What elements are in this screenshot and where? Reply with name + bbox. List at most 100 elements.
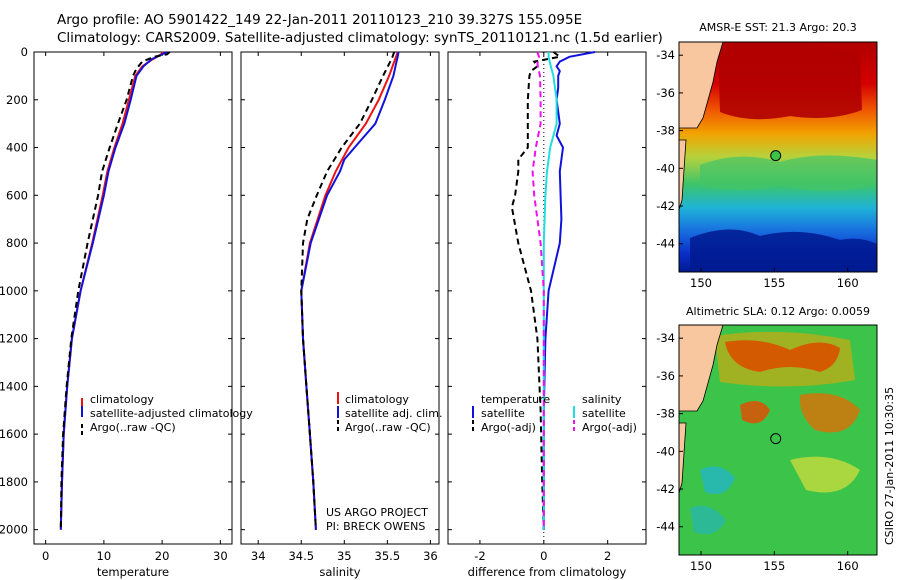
legend-label-satellite: satellite-adjusted climatology <box>90 407 253 420</box>
difference-profile-panel: -2 0 2 difference from climatology <box>447 51 647 579</box>
y-tick-label: 1600 <box>0 427 28 441</box>
sst-warm-core <box>718 44 862 120</box>
difference-axes-frame <box>447 51 647 545</box>
x-tick-label: 36 <box>423 549 438 563</box>
salinity-legend: climatology satellite adj. clim. Argo(..… <box>337 392 442 434</box>
sla-low-1 <box>700 466 735 495</box>
salinity-x-axis-label: salinity <box>319 565 360 579</box>
legend-label-argo: Argo(..raw -QC) <box>345 421 431 434</box>
x-tick-label: 10 <box>97 549 112 563</box>
csiro-timestamp: CSIRO 27-Jan-2011 10:30:35 <box>883 387 896 545</box>
map-y-tick-label: -36 <box>656 86 675 100</box>
y-tick-label: 1400 <box>0 379 28 393</box>
map-y-tick-label: -42 <box>656 482 675 496</box>
y-tick-label: 400 <box>6 141 28 155</box>
sst-front-band <box>700 155 877 191</box>
sst-map-field <box>679 42 877 272</box>
series-line-salinity-argo-adj <box>531 51 545 530</box>
temperature-x-axis-label: temperature <box>97 565 169 579</box>
sla-eddy-3 <box>790 456 860 493</box>
argo-float-marker <box>770 433 782 445</box>
x-tick-label: 0 <box>42 549 49 563</box>
y-tick-label: 800 <box>6 236 28 250</box>
sla-land-tasmania <box>679 422 687 494</box>
sst-map-title: AMSR-E SST: 21.3 Argo: 20.3 <box>699 21 857 34</box>
sla-high-halo <box>715 331 855 387</box>
sla-map-panel: Altimetric SLA: 0.12 Argo: 0.0059 150 155… <box>656 305 878 573</box>
sst-land-australia <box>679 42 724 129</box>
temperature-legend: climatology satellite-adjusted climatolo… <box>81 393 253 435</box>
legend-label-temp-argo: Argo(-adj) <box>481 421 536 434</box>
y-tick-label: 600 <box>6 188 28 202</box>
map-y-tick-label: -36 <box>656 369 675 383</box>
sst-map-ticks: 150 155 160 -34 -36 -38 -40 -42 -44 <box>656 48 858 290</box>
x-tick-label: 20 <box>155 549 170 563</box>
map-y-tick-label: -40 <box>656 444 675 458</box>
x-tick-label: -2 <box>474 549 485 563</box>
salinity-axes-frame <box>240 51 440 545</box>
sla-map-title: Altimetric SLA: 0.12 Argo: 0.0059 <box>686 305 870 318</box>
y-tick-label: 1000 <box>0 284 28 298</box>
sla-eddy-2 <box>799 393 860 433</box>
legend-label-sal-satellite: satellite <box>582 407 626 420</box>
header-title-line2: Climatology: CARS2009. Satellite-adjuste… <box>57 30 663 46</box>
sst-land-tasmania <box>679 139 687 211</box>
salinity-profile-panel: 34 34.5 35 35.5 36 salinity <box>240 51 440 579</box>
map-y-tick-label: -42 <box>656 199 675 213</box>
y-tick-label: 1200 <box>0 332 28 346</box>
map-x-tick-label: 150 <box>690 276 712 290</box>
x-tick-label: 0 <box>540 549 547 563</box>
sst-map-panel: AMSR-E SST: 21.3 Argo: 20.3 150 155 160 -34… <box>656 21 878 290</box>
sst-cold-core <box>690 229 877 272</box>
sla-eddy-1 <box>740 401 770 424</box>
difference-x-axis-label: difference from climatology <box>468 565 627 579</box>
y-tick-label: 1800 <box>0 475 28 489</box>
y-tick-label: 2000 <box>0 523 28 537</box>
sla-low-2 <box>690 505 726 535</box>
map-x-tick-label: 155 <box>763 276 785 290</box>
temperature-profile-panel: 0 10 20 30 temperature 0 200 400 600 800 1000 1200 1… <box>0 45 233 579</box>
map-y-tick-label: -40 <box>656 161 675 175</box>
x-tick-label: 35.5 <box>375 549 401 563</box>
legend-label-climatology: climatology <box>345 393 409 406</box>
argo-float-marker <box>770 150 782 162</box>
legend-label-argo: Argo(..raw -QC) <box>90 421 176 434</box>
credit-project: US ARGO PROJECT <box>326 506 428 519</box>
series-line-argo-raw-qc <box>300 51 396 530</box>
x-tick-label: 30 <box>213 549 228 563</box>
series-line-temperature-satellite <box>542 51 596 530</box>
header-title-line1: Argo profile: AO 5901422_149 22-Jan-2011… <box>57 12 582 28</box>
map-y-tick-label: -44 <box>656 237 675 251</box>
sla-map-ticks: 150 155 160 -34 -36 -38 -40 -42 -44 <box>656 331 858 573</box>
sla-map-frame <box>678 324 878 556</box>
x-tick-label: 35 <box>337 549 352 563</box>
map-x-tick-label: 160 <box>837 276 859 290</box>
legend-label-temp-satellite: satellite <box>481 407 525 420</box>
sst-map-frame <box>678 41 878 273</box>
map-y-tick-label: -34 <box>656 331 675 345</box>
difference-legend: temperature satellite Argo(-adj) salinit… <box>472 393 637 434</box>
legend-label-satellite: satellite adj. clim. <box>345 407 442 420</box>
map-x-tick-label: 155 <box>763 559 785 573</box>
x-tick-label: 34 <box>251 549 266 563</box>
series-line-argo-raw-qc <box>59 51 171 530</box>
map-x-tick-label: 150 <box>690 559 712 573</box>
map-y-tick-label: -38 <box>656 124 675 138</box>
y-tick-label: 200 <box>6 93 28 107</box>
temperature-axes-frame <box>33 51 233 545</box>
credit-pi: PI: BRECK OWENS <box>326 520 425 533</box>
legend-label-sal-argo: Argo(-adj) <box>582 421 637 434</box>
map-x-tick-label: 160 <box>837 559 859 573</box>
x-tick-label: 2 <box>604 549 611 563</box>
legend-heading-salinity: salinity <box>582 393 622 406</box>
map-y-tick-label: -38 <box>656 407 675 421</box>
legend-heading-temperature: temperature <box>481 393 550 406</box>
y-tick-label: 0 <box>21 45 28 59</box>
sla-land-australia <box>679 325 724 412</box>
map-y-tick-label: -34 <box>656 48 675 62</box>
x-tick-label: 34.5 <box>288 549 314 563</box>
series-line-temperature-argo-adj <box>510 51 563 530</box>
map-y-tick-label: -44 <box>656 520 675 534</box>
sla-map-field <box>679 325 877 555</box>
